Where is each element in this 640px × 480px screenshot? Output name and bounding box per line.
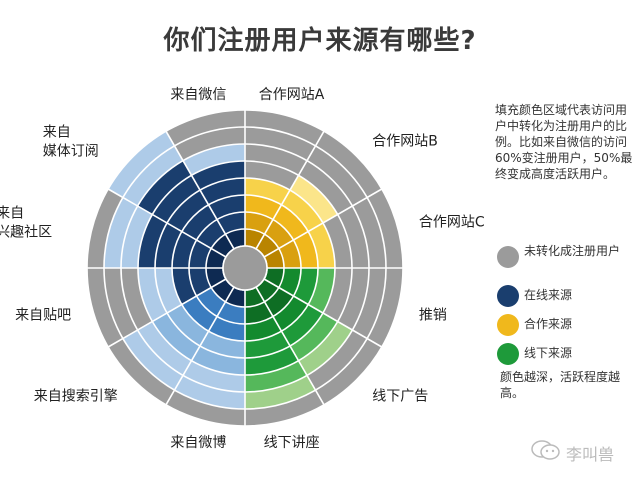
chart-segment [172, 231, 197, 268]
chart-segment [191, 161, 245, 191]
chart-segment [206, 268, 226, 288]
chart-segment [273, 296, 309, 332]
chart-segment [290, 313, 338, 361]
chart-segment [191, 345, 245, 375]
chart-segment [245, 287, 265, 307]
legend-item: 在线来源 [497, 283, 637, 313]
chart-segment [264, 248, 284, 268]
chart-segment [290, 175, 338, 223]
yellow-dot-icon [497, 314, 519, 336]
chart-spoke-line [107, 278, 227, 348]
chart-segment [217, 212, 245, 235]
chart-spoke-line [255, 286, 325, 406]
category-label: 合作网站A [259, 87, 325, 103]
chart-segment [245, 229, 265, 249]
chart-spoke-line [263, 188, 383, 258]
chart-segment [208, 195, 245, 220]
category-label: 来自微博 [170, 434, 226, 451]
chart-segment [183, 360, 245, 392]
chart-segment [281, 190, 323, 232]
chart-segment [122, 330, 183, 391]
chart-segment [172, 268, 197, 305]
chart-segment [167, 190, 209, 232]
gray-dot-icon [497, 246, 519, 268]
chart-segment [181, 204, 217, 240]
chart-segment [245, 360, 307, 392]
category-label: 合作网站C [419, 214, 485, 230]
legend-label: 未转化成注册用户 [524, 244, 621, 258]
chart-segment [152, 175, 200, 223]
chart-segment [264, 287, 294, 317]
chart-note: 填充颜色区域代表访问用户中转化为注册用户的比例。比如来自微信的访问60%变注册用… [495, 103, 633, 181]
category-label: 来自搜索引擎 [34, 387, 118, 404]
chart-segment [217, 301, 245, 324]
legend-label: 线下来源 [524, 346, 573, 360]
legend-item: 未转化成注册用户 [497, 244, 637, 274]
navy-dot-icon [497, 285, 519, 307]
chart-segment [245, 316, 282, 341]
chart-segment [245, 375, 316, 409]
chart-segment [281, 304, 323, 346]
chart-spoke-line [165, 286, 235, 406]
category-label: 线下讲座 [264, 435, 320, 451]
green-dot-icon [497, 343, 519, 365]
chart-spoke-line [107, 188, 227, 258]
legend-label: 合作来源 [524, 317, 573, 331]
legend-item: 合作来源 [497, 312, 637, 342]
chart-segment [225, 287, 245, 307]
chart-segment [122, 145, 183, 206]
legend-label: 在线来源 [524, 288, 573, 302]
chart-segment [181, 296, 217, 332]
chart-segment [225, 229, 245, 249]
chart-segment [293, 268, 318, 305]
chart-segment [137, 321, 192, 376]
chart-segment [189, 240, 212, 268]
chart-segment [138, 268, 168, 322]
chart-hub [222, 245, 268, 291]
chart-segment [264, 268, 284, 288]
chart-segment [174, 375, 245, 409]
chart-spoke-line [255, 130, 325, 250]
chart-segment [121, 206, 153, 268]
chart-segment [264, 219, 294, 249]
watermark-text: 李叫兽 [566, 445, 615, 464]
chart-segment [278, 268, 301, 296]
chart-segment [183, 144, 245, 176]
chart-segment [245, 345, 299, 375]
chart-segment [245, 212, 273, 235]
chart-segment [206, 248, 226, 268]
wechat-icon [531, 440, 560, 460]
legend-footnote: 颜色越深，活跃程度越高。 [500, 370, 621, 400]
chart-segment [189, 268, 212, 296]
chart-segment [245, 195, 282, 220]
chart-segment [137, 160, 192, 215]
category-label: 来自兴趣社区 [0, 205, 52, 240]
watermark: 李叫兽 [530, 438, 640, 464]
chart-segment [167, 304, 209, 346]
chart-segment [104, 197, 138, 268]
chart-segment [278, 240, 301, 268]
chart-spoke-line [263, 278, 383, 348]
chart-segment [208, 316, 245, 341]
chart-segment [196, 219, 226, 249]
chart-segment [298, 321, 353, 376]
chart-segment [196, 287, 226, 317]
chart-spoke-line [165, 130, 235, 250]
page-title: 你们注册用户来源有哪些? [163, 26, 477, 56]
legend-item: 线下来源 [497, 341, 637, 371]
category-label: 来自媒体订阅 [43, 125, 99, 160]
chart-segment [138, 214, 168, 268]
chart-segment [152, 313, 200, 361]
category-label: 来自贴吧 [15, 308, 71, 324]
chart-segment [108, 131, 175, 198]
category-label: 合作网站B [372, 134, 438, 150]
chart-segment [245, 301, 273, 324]
category-label: 来自微信 [170, 87, 226, 103]
chart-segment [273, 204, 309, 240]
category-label: 线下广告 [372, 388, 428, 404]
chart-segment [293, 231, 318, 268]
category-label: 推销 [419, 308, 447, 324]
